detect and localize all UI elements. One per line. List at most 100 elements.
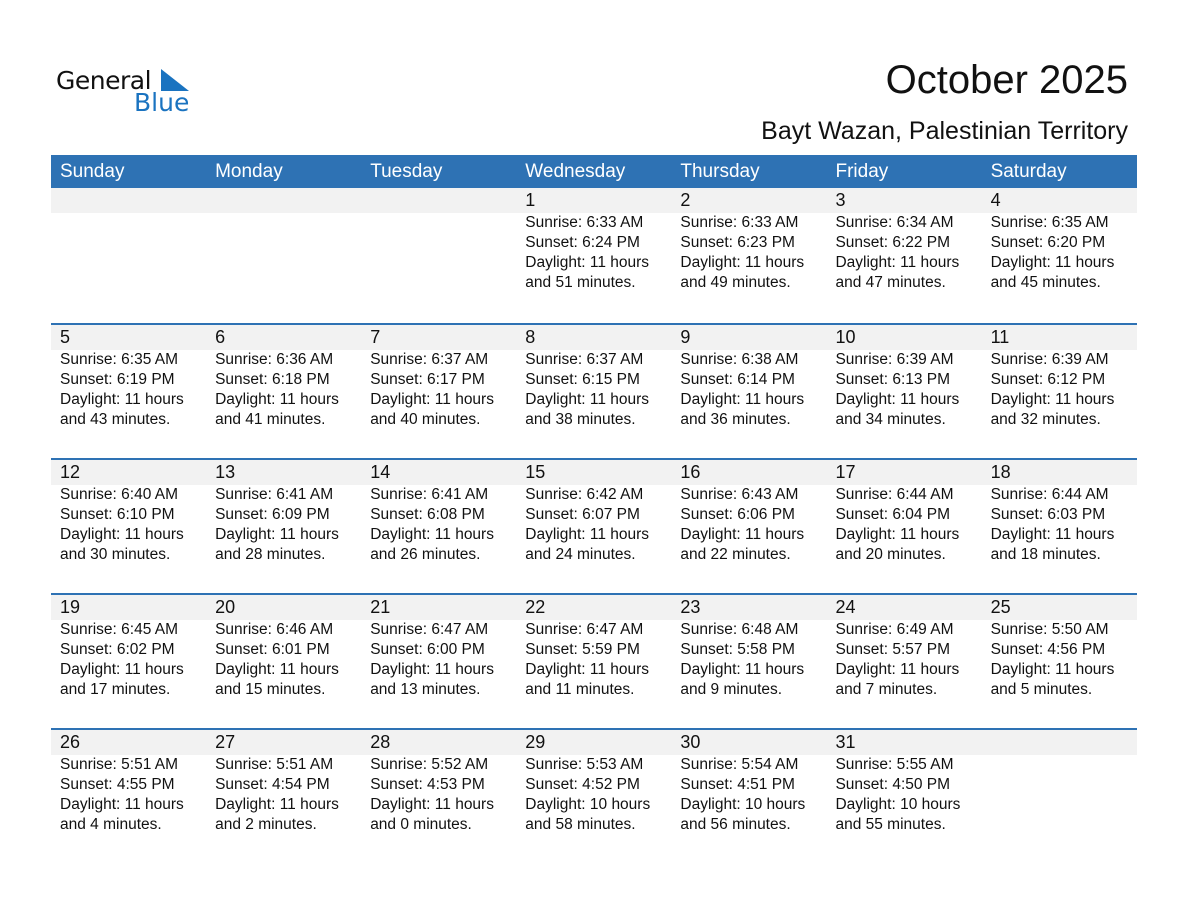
- sunset-text: Sunset: 6:19 PM: [60, 371, 175, 388]
- weekday-monday: Monday: [215, 161, 283, 182]
- daylight-text: Daylight: 11 hours: [60, 796, 184, 813]
- daylight-minutes-text: and 56 minutes.: [680, 816, 791, 833]
- day-cell: 28 Sunrise: 5:52 AM Sunset: 4:53 PM Dayligh…: [361, 730, 516, 863]
- sunrise-text: Sunrise: 5:51 AM: [215, 756, 334, 773]
- day-number: 21: [370, 597, 391, 617]
- sunset-text: Sunset: 6:04 PM: [835, 506, 951, 523]
- sunrise-text: Sunrise: 6:34 AM: [835, 214, 954, 231]
- calendar: Sunday Monday Tuesday Wednesday Thursday Frid…: [51, 155, 1137, 863]
- day-number: 19: [60, 597, 81, 617]
- daylight-minutes-text: and 55 minutes.: [835, 816, 946, 833]
- sunrise-text: Sunrise: 6:44 AM: [835, 486, 954, 503]
- daylight-text: Daylight: 11 hours: [370, 661, 494, 678]
- sunset-text: Sunset: 4:51 PM: [680, 776, 795, 793]
- sunset-text: Sunset: 6:08 PM: [370, 506, 485, 523]
- day-number: 26: [60, 732, 81, 752]
- day-number: 27: [215, 732, 236, 752]
- day-cell: 5 Sunrise: 6:35 AM Sunset: 6:19 PM Daylight…: [51, 325, 206, 458]
- sunset-text: Sunset: 6:15 PM: [525, 371, 640, 388]
- date-band: [51, 595, 1137, 620]
- day-cell: 26 Sunrise: 5:51 AM Sunset: 4:55 PM Dayligh…: [51, 730, 206, 863]
- sunrise-text: Sunrise: 6:44 AM: [990, 486, 1109, 503]
- daylight-minutes-text: and 0 minutes.: [370, 816, 472, 833]
- sunrise-text: Sunrise: 6:41 AM: [215, 486, 334, 503]
- sunset-text: Sunset: 6:10 PM: [60, 506, 175, 523]
- day-number: 3: [835, 190, 846, 210]
- sunrise-text: Sunrise: 6:41 AM: [370, 486, 489, 503]
- page-title: October 2025: [885, 58, 1128, 102]
- day-number: 24: [835, 597, 856, 617]
- day-cell: 2 Sunrise: 6:33 AM Sunset: 6:23 PM Daylight…: [671, 188, 826, 323]
- sunrise-text: Sunrise: 6:43 AM: [680, 486, 799, 503]
- sunrise-text: Sunrise: 6:38 AM: [680, 351, 799, 368]
- daylight-text: Daylight: 11 hours: [60, 391, 184, 408]
- daylight-minutes-text: and 20 minutes.: [835, 546, 946, 563]
- date-band: [51, 460, 1137, 485]
- daylight-minutes-text: and 9 minutes.: [680, 681, 783, 698]
- daylight-text: Daylight: 11 hours: [370, 526, 494, 543]
- sunset-text: Sunset: 4:53 PM: [370, 776, 485, 793]
- daylight-minutes-text: and 18 minutes.: [990, 546, 1101, 563]
- day-cell: 13 Sunrise: 6:41 AM Sunset: 6:09 PM Dayligh…: [206, 460, 361, 593]
- daylight-text: Daylight: 11 hours: [990, 661, 1115, 678]
- daylight-minutes-text: and 34 minutes.: [835, 411, 946, 428]
- sunset-text: Sunset: 6:06 PM: [680, 506, 795, 523]
- date-band: [51, 325, 1137, 350]
- day-number: 16: [680, 462, 701, 482]
- daylight-text: Daylight: 11 hours: [835, 254, 960, 271]
- sunrise-text: Sunrise: 6:47 AM: [370, 621, 489, 638]
- day-number: 7: [370, 327, 381, 347]
- daylight-minutes-text: and 47 minutes.: [835, 274, 946, 291]
- day-number: 11: [990, 327, 1010, 347]
- location-subtitle: Bayt Wazan, Palestinian Territory: [761, 117, 1128, 145]
- daylight-text: Daylight: 11 hours: [525, 661, 650, 678]
- day-number: 20: [215, 597, 236, 617]
- day-cell: [51, 188, 206, 323]
- day-number: 29: [525, 732, 546, 752]
- sunset-text: Sunset: 6:23 PM: [680, 234, 795, 251]
- day-cell: 1 Sunrise: 6:33 AM Sunset: 6:24 PM Daylight…: [516, 188, 671, 323]
- day-number: 14: [370, 462, 391, 482]
- daylight-minutes-text: and 15 minutes.: [215, 681, 326, 698]
- sunset-text: Sunset: 6:22 PM: [835, 234, 951, 251]
- day-number: 8: [525, 327, 536, 347]
- daylight-minutes-text: and 43 minutes.: [60, 411, 171, 428]
- day-number: 17: [835, 462, 856, 482]
- sunset-text: Sunset: 6:03 PM: [990, 506, 1106, 523]
- daylight-minutes-text: and 49 minutes.: [680, 274, 791, 291]
- sunrise-text: Sunrise: 6:39 AM: [990, 351, 1109, 368]
- daylight-minutes-text: and 7 minutes.: [835, 681, 938, 698]
- weekday-friday: Friday: [835, 161, 889, 182]
- sunset-text: Sunset: 6:09 PM: [215, 506, 330, 523]
- day-cell: 10 Sunrise: 6:39 AM Sunset: 6:13 PM Dayligh…: [826, 325, 981, 458]
- week-row: 26 Sunrise: 5:51 AM Sunset: 4:55 PM Dayligh…: [51, 728, 1137, 863]
- day-number: 5: [60, 327, 71, 347]
- day-cell: 25 Sunrise: 5:50 AM Sunset: 4:56 PM Dayligh…: [982, 595, 1137, 728]
- week-row: 12 Sunrise: 6:40 AM Sunset: 6:10 PM Dayligh…: [51, 458, 1137, 593]
- daylight-text: Daylight: 11 hours: [525, 254, 650, 271]
- sunset-text: Sunset: 6:07 PM: [525, 506, 640, 523]
- sunset-text: Sunset: 4:54 PM: [215, 776, 330, 793]
- sunrise-text: Sunrise: 6:35 AM: [60, 351, 179, 368]
- daylight-minutes-text: and 51 minutes.: [525, 274, 636, 291]
- daylight-text: Daylight: 11 hours: [60, 661, 184, 678]
- day-number: 13: [215, 462, 236, 482]
- daylight-text: Daylight: 11 hours: [60, 526, 184, 543]
- day-number: 30: [680, 732, 701, 752]
- day-cell: 12 Sunrise: 6:40 AM Sunset: 6:10 PM Dayligh…: [51, 460, 206, 593]
- logo-text-blue: Blue: [134, 88, 190, 117]
- sunset-text: Sunset: 6:18 PM: [215, 371, 330, 388]
- day-number: 10: [835, 327, 856, 347]
- daylight-minutes-text: and 26 minutes.: [370, 546, 481, 563]
- day-cell: 23 Sunrise: 6:48 AM Sunset: 5:58 PM Dayligh…: [671, 595, 826, 728]
- daylight-minutes-text: and 5 minutes.: [990, 681, 1093, 698]
- weekday-saturday: Saturday: [990, 161, 1067, 182]
- sunrise-text: Sunrise: 6:48 AM: [680, 621, 799, 638]
- daylight-minutes-text: and 22 minutes.: [680, 546, 791, 563]
- daylight-minutes-text: and 45 minutes.: [990, 274, 1101, 291]
- weekday-header: Sunday Monday Tuesday Wednesday Thursday Frid…: [51, 155, 1137, 188]
- daylight-minutes-text: and 36 minutes.: [680, 411, 791, 428]
- date-band: [51, 188, 1137, 213]
- day-cell: 27 Sunrise: 5:51 AM Sunset: 4:54 PM Dayligh…: [206, 730, 361, 863]
- daylight-text: Daylight: 11 hours: [215, 391, 339, 408]
